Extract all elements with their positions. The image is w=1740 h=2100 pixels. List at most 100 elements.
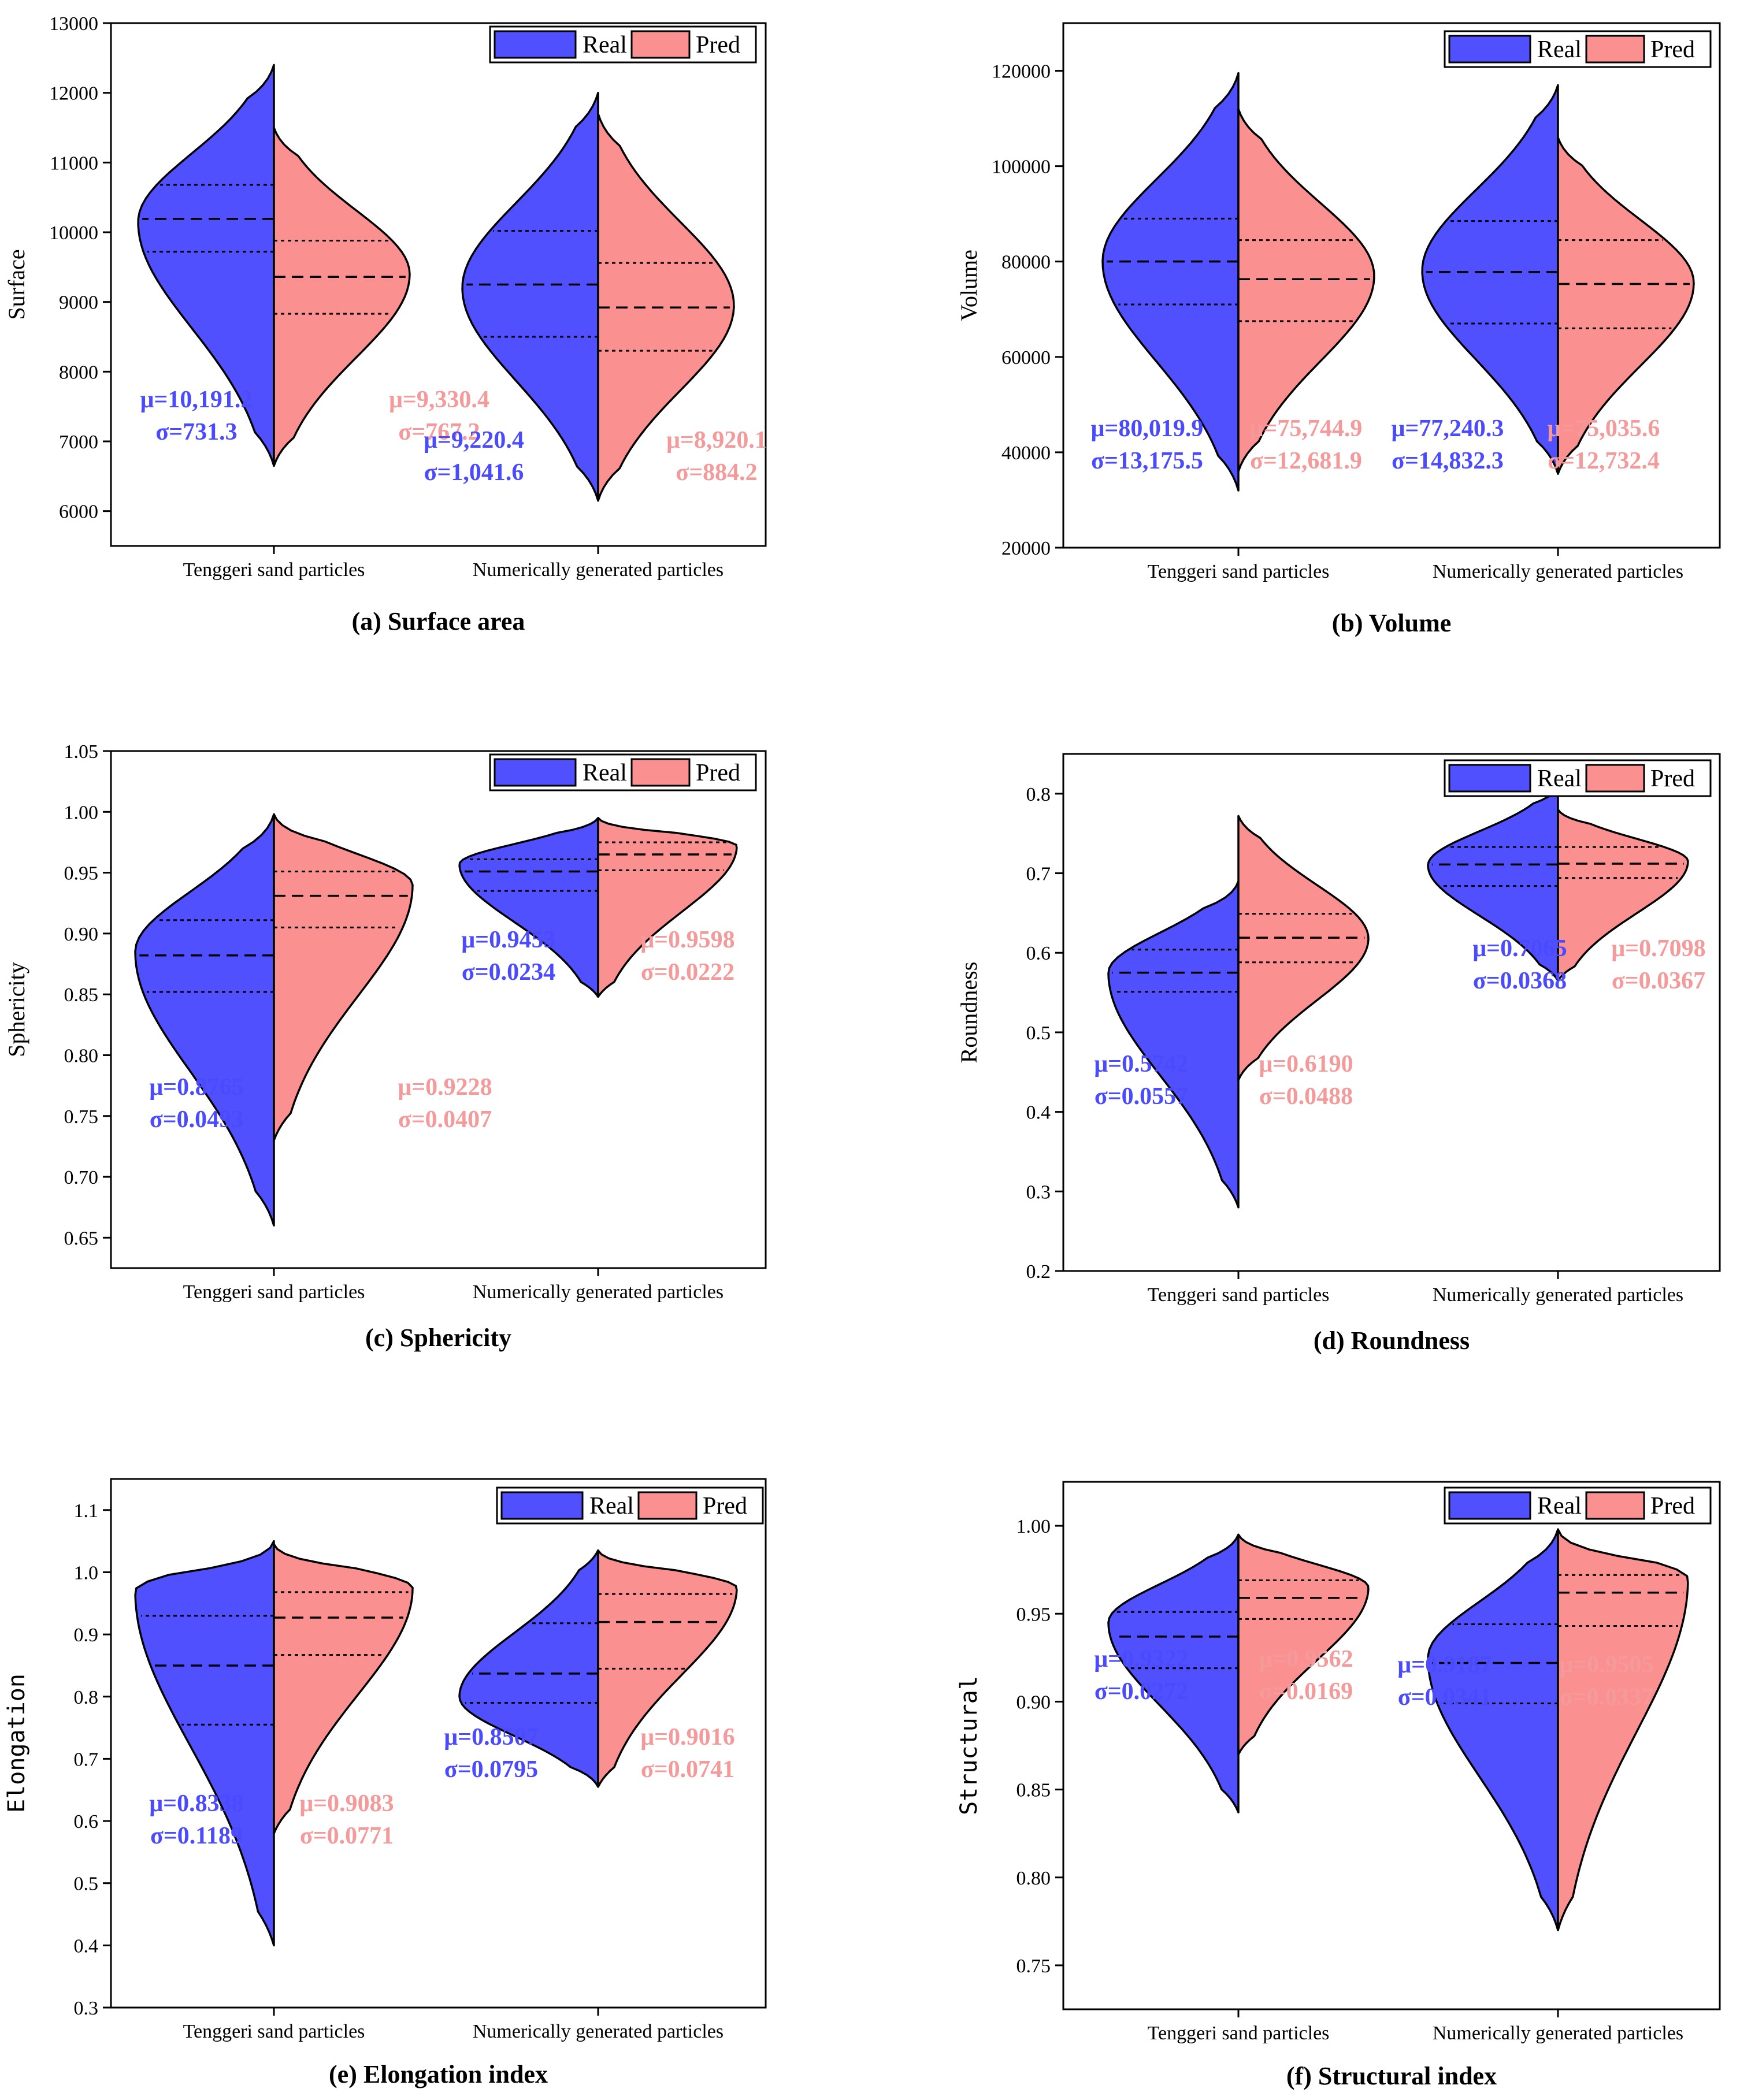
real-half [137,64,275,467]
x-category-label: Numerically generated particles [473,2021,724,2042]
pred-sd-label: σ=0.0337 [1560,1684,1653,1711]
real-mean-label: μ=0.9187 [1397,1652,1492,1678]
x-category-label: Tenggeri sand particles [183,2021,365,2042]
pred-mean-label: μ=0.9228 [398,1074,492,1101]
legend-label-pred: Pred [696,760,740,786]
pred-mean-label: μ=0.9562 [1259,1646,1353,1672]
legend-swatch-real [1448,35,1531,64]
legend-label-pred: Pred [1650,36,1695,63]
y-tick-label: 20000 [1001,538,1051,559]
y-tick-label: 0.8 [1026,784,1051,805]
real-sd-label: σ=0.0341 [1398,1684,1492,1711]
legend-swatch-real [500,1491,584,1520]
real-sd-label: σ=0.0795 [444,1756,538,1783]
panel-caption: (d) Roundness [1314,1326,1470,1355]
y-tick-label: 1.05 [64,741,99,763]
legend-swatch-pred [1585,764,1645,793]
legend: Real Pred [496,1486,764,1525]
legend-swatch-real [494,758,577,787]
panel-caption: (a) Surface area [352,607,525,635]
violin-1: μ=10,191.2 σ=731.3 μ=9,330.4 σ=767.2 [137,64,489,467]
x-category-label: Numerically generated particles [1433,561,1683,582]
real-sd-label: σ=0.0368 [1473,968,1567,994]
legend-label-real: Real [1537,1493,1582,1519]
y-tick-label: 0.75 [64,1106,99,1128]
y-tick-label: 6000 [59,501,98,523]
x-category-label: Numerically generated particles [473,559,724,581]
pred-sd-label: σ=884.2 [676,459,757,486]
y-tick-label: 0.85 [64,984,99,1006]
y-tick-label: 1.0 [74,1562,99,1584]
real-half [1101,72,1240,492]
y-tick-label: 0.90 [64,924,99,945]
y-tick-label: 60000 [1001,347,1051,369]
chart-panel-1: 6000 7000 8000 9000 10000 11000 12000 13000 Teng… [3,13,767,635]
real-half [134,1540,275,1947]
y-tick-label: 0.90 [1016,1692,1051,1713]
pred-sd-label: σ=0.0488 [1259,1083,1353,1110]
y-tick-label: 0.6 [1026,943,1051,964]
x-category-label: Numerically generated particles [1433,2023,1683,2044]
legend-swatch-real [1448,1491,1531,1520]
legend-swatch-real [1448,764,1531,793]
y-tick-label: 0.2 [1026,1261,1051,1283]
pred-mean-label: μ=0.9598 [640,927,734,953]
y-tick-label: 1.1 [74,1500,99,1522]
real-half [1421,84,1559,475]
y-tick-label: 0.80 [64,1045,99,1066]
chart-panel-4: 0.2 0.3 0.4 0.5 0.6 0.7 0.8 Tenggeri sand parti… [956,753,1721,1355]
violin-2: μ=9,220.4 σ=1,041.6 μ=8,920.1 σ=884.2 [424,91,767,502]
legend-label-pred: Pred [1650,1493,1695,1519]
real-mean-label: μ=0.7065 [1472,935,1567,962]
violin-1: μ=0.8765 σ=0.0493 μ=0.9228 σ=0.0407 [134,813,492,1227]
real-sd-label: σ=731.3 [155,419,237,445]
legend-label-real: Real [589,1493,634,1519]
pred-half [1557,808,1689,982]
pred-half [1237,1533,1370,1756]
y-axis-title: Volume [956,250,982,321]
y-tick-label: 40000 [1001,443,1051,464]
y-tick-label: 0.75 [1016,1956,1051,1977]
real-half [461,91,599,502]
pred-sd-label: σ=0.0407 [398,1106,492,1133]
pred-sd-label: σ=12,732.4 [1548,448,1660,474]
y-tick-label: 7000 [59,432,98,453]
y-tick-label: 0.3 [74,1998,99,2019]
pred-half [1237,107,1375,473]
real-sd-label: σ=14,832.3 [1392,448,1504,474]
plot-area [110,22,767,547]
real-sd-label: σ=0.0557 [1095,1083,1188,1110]
legend-label-real: Real [583,760,627,786]
real-half [134,813,275,1227]
real-mean-label: μ=80,019.9 [1091,415,1204,442]
y-tick-label: 13000 [49,13,98,35]
plot-area [110,750,767,1269]
real-mean-label: μ=9,220.4 [424,427,524,454]
pred-half [1557,136,1695,475]
y-tick-label: 0.5 [74,1874,99,1895]
y-tick-label: 8000 [59,362,98,383]
real-sd-label: σ=0.0493 [150,1106,243,1133]
panel-caption: (f) Structural index [1286,2062,1497,2090]
y-tick-label: 1.00 [64,802,99,823]
legend-swatch-pred [1585,1491,1645,1520]
real-sd-label: σ=0.0234 [462,959,555,986]
x-category-label: Tenggeri sand particles [183,1281,365,1303]
chart-panel-5: 0.3 0.4 0.5 0.6 0.7 0.8 0.9 1.0 1.1 Tenggeri sand… [3,1478,767,2088]
real-sd-label: σ=1,041.6 [424,459,524,486]
violin-2: μ=0.7065 σ=0.0368 μ=0.7098 σ=0.0367 [1427,786,1706,994]
legend-swatch-pred [630,758,691,787]
chart-panel-6: 0.75 0.80 0.85 0.90 0.95 1.00 Tenggeri sand pa… [956,1481,1721,2090]
y-tick-label: 10000 [49,222,98,244]
y-tick-label: 11000 [50,153,98,174]
violin-2: μ=0.8507 σ=0.0795 μ=0.9016 σ=0.0741 [444,1549,738,1788]
real-half [458,817,599,998]
pred-mean-label: μ=0.7098 [1611,935,1705,962]
real-half [458,1549,599,1788]
y-axis-title: Elongation [3,1674,30,1813]
y-tick-label: 100000 [992,157,1051,178]
y-tick-label: 0.95 [64,863,99,884]
pred-half [1237,815,1370,1081]
real-mean-label: μ=0.9453 [461,927,555,953]
violin-2: μ=77,240.3 σ=14,832.3 μ=75,035.6 σ=12,732.4 [1392,84,1695,475]
